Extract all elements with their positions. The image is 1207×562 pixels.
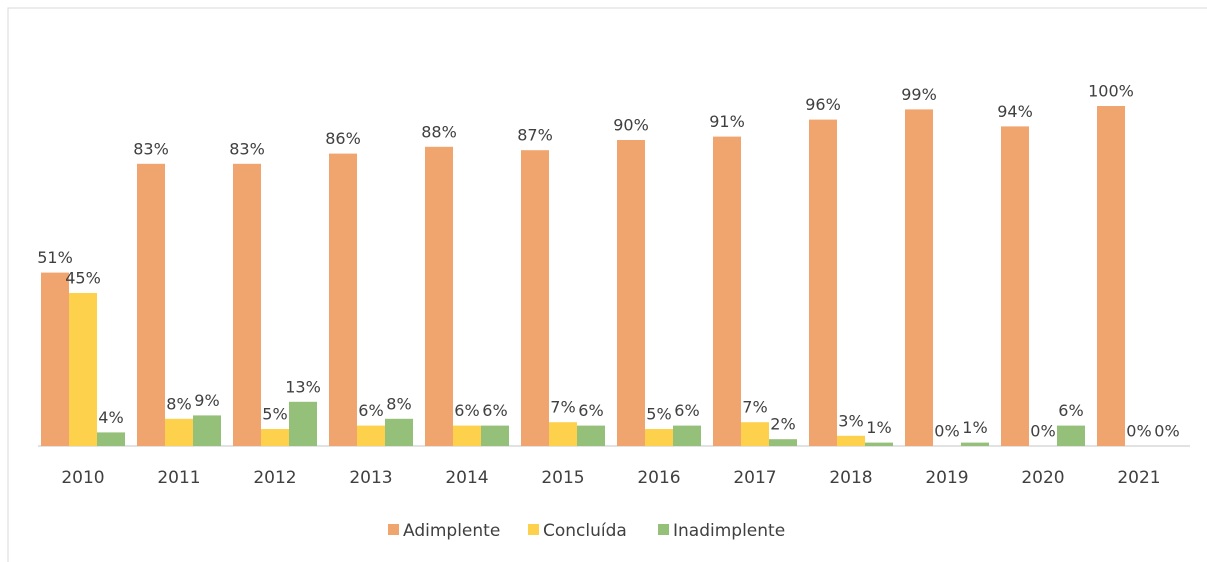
x-tick-label: 2017 [733, 468, 776, 488]
bar [137, 163, 165, 447]
value-label: 1% [962, 418, 987, 437]
bar [549, 422, 577, 446]
x-tick-label: 2014 [445, 468, 488, 488]
value-label: 88% [421, 122, 457, 141]
x-tick-label: 2021 [1117, 468, 1160, 488]
value-label: 5% [262, 405, 287, 424]
value-label: 9% [194, 391, 219, 410]
bar [905, 109, 933, 447]
value-label: 90% [613, 116, 649, 135]
value-label: 86% [325, 129, 361, 148]
legend-label: Concluída [543, 521, 627, 541]
bar [809, 119, 837, 446]
value-label: 0% [1154, 422, 1179, 441]
bar [865, 442, 893, 446]
value-label: 1% [866, 418, 891, 437]
bar [69, 293, 97, 446]
value-label: 100% [1088, 82, 1134, 101]
value-label: 2% [770, 415, 795, 434]
value-label: 8% [166, 394, 191, 413]
bar [165, 418, 193, 446]
bar [233, 163, 261, 447]
x-tick-label: 2018 [829, 468, 872, 488]
x-tick-label: 2019 [925, 468, 968, 488]
bar [645, 429, 673, 446]
bar [837, 435, 865, 446]
bar [453, 425, 481, 446]
x-tick-label: 2015 [541, 468, 584, 488]
legend-label: Inadimplente [673, 521, 785, 541]
bar [425, 146, 453, 447]
bar [741, 422, 769, 446]
legend-swatch [658, 524, 669, 535]
x-tick-label: 2016 [637, 468, 680, 488]
legend-swatch [528, 524, 539, 535]
bar [521, 150, 549, 446]
x-tick-label: 2012 [253, 468, 296, 488]
value-label: 6% [482, 401, 507, 420]
value-label: 5% [646, 405, 671, 424]
value-label: 6% [1058, 401, 1083, 420]
legend-swatch [388, 524, 399, 535]
value-label: 6% [674, 401, 699, 420]
value-label: 45% [65, 269, 101, 288]
bar [193, 415, 221, 446]
value-label: 7% [742, 398, 767, 417]
bar [961, 442, 989, 446]
bar [769, 439, 797, 446]
value-label: 6% [578, 401, 603, 420]
bar [481, 425, 509, 446]
chart-border [7, 7, 1207, 562]
value-label: 91% [709, 112, 745, 131]
value-label: 6% [358, 401, 383, 420]
bar [673, 425, 701, 446]
value-label: 0% [934, 422, 959, 441]
legend-label: Adimplente [403, 521, 500, 541]
value-label: 7% [550, 398, 575, 417]
bar [41, 272, 69, 446]
value-label: 94% [997, 102, 1033, 121]
value-label: 83% [133, 139, 169, 158]
value-label: 83% [229, 139, 265, 158]
value-label: 0% [1030, 422, 1055, 441]
value-label: 87% [517, 126, 553, 145]
bar [261, 429, 289, 446]
bar [385, 418, 413, 446]
value-label: 96% [805, 95, 841, 114]
value-label: 8% [386, 394, 411, 413]
bar [1057, 425, 1085, 446]
value-label: 13% [285, 377, 321, 396]
value-label: 99% [901, 85, 937, 104]
bar [1097, 106, 1125, 446]
bar [713, 136, 741, 446]
bar [329, 153, 357, 446]
x-tick-label: 2010 [61, 468, 104, 488]
value-label: 3% [838, 411, 863, 430]
x-tick-label: 2011 [157, 468, 200, 488]
bar [1001, 126, 1029, 447]
value-label: 4% [98, 408, 123, 427]
bar [357, 425, 385, 446]
bar [289, 401, 317, 446]
x-tick-label: 2020 [1021, 468, 1064, 488]
bar [577, 425, 605, 446]
value-label: 0% [1126, 422, 1151, 441]
value-label: 51% [37, 248, 73, 267]
bar [97, 432, 125, 446]
value-label: 6% [454, 401, 479, 420]
bar [617, 140, 645, 446]
x-tick-label: 2013 [349, 468, 392, 488]
